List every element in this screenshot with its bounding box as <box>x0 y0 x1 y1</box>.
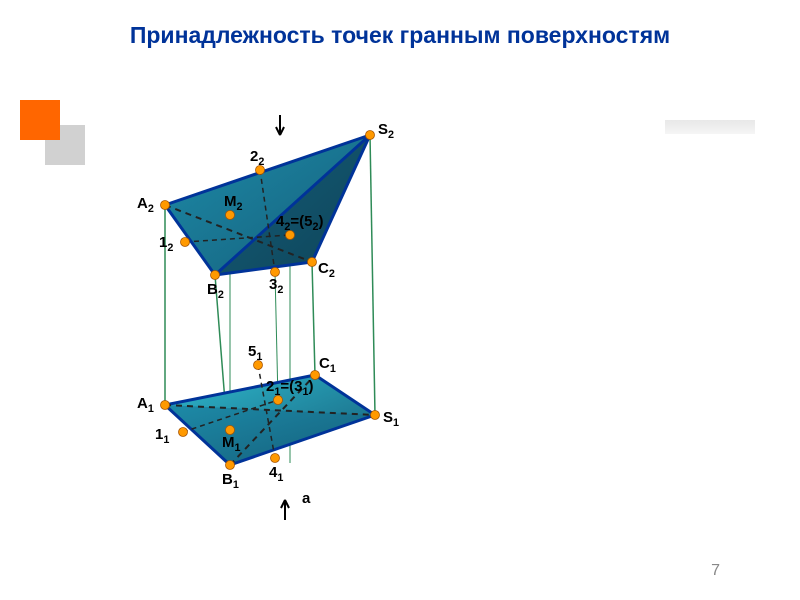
decor-strip <box>665 120 755 134</box>
diagram: S2A2B2C2M222123242=(52)S1A1B1C1M11151412… <box>120 100 480 530</box>
page-number: 7 <box>711 562 720 580</box>
page-title: Принадлежность точек гранным поверхностя… <box>0 22 800 49</box>
accent-squares <box>20 100 90 170</box>
